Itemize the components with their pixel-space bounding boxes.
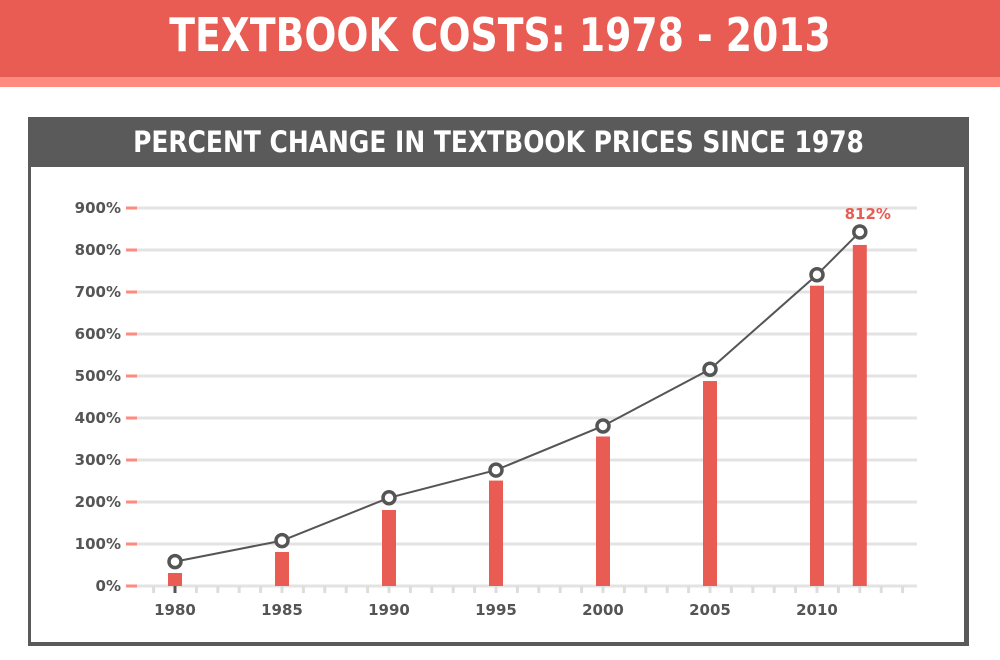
line-point-2012	[852, 224, 868, 240]
x-tick-label: 2005	[689, 601, 731, 619]
y-tick-label: 400%	[75, 409, 121, 427]
value-annotation: 812%	[845, 205, 891, 223]
trend-line	[174, 231, 861, 563]
line-point-2000	[595, 418, 611, 434]
line-point-1980	[167, 553, 183, 570]
bar-2000	[596, 436, 610, 586]
chart-title: PERCENT CHANGE IN TEXTBOOK PRICES SINCE …	[133, 125, 864, 159]
page-title: TEXTBOOK COSTS: 1978 - 2013	[169, 8, 831, 62]
y-tick-label: 100%	[75, 535, 121, 553]
line-point-2010	[809, 267, 825, 283]
title-banner: TEXTBOOK COSTS: 1978 - 2013	[0, 0, 1000, 77]
x-tick-label: 2000	[582, 601, 624, 619]
y-tick-label: 200%	[75, 493, 121, 511]
y-tick-label: 0%	[96, 577, 121, 595]
y-tick-label: 600%	[75, 325, 121, 343]
line-point-1985	[274, 532, 290, 549]
bar-2012	[852, 244, 867, 586]
line-point-2005	[702, 361, 718, 378]
line-point-1995	[488, 462, 504, 478]
bar-1990	[382, 509, 396, 586]
bar-1995	[489, 480, 503, 586]
y-tick-label: 500%	[75, 367, 121, 385]
bar-1980	[168, 572, 182, 586]
x-tick-label: 1995	[475, 601, 517, 619]
bar-1985	[275, 551, 289, 586]
y-tick-label: 900%	[75, 199, 121, 217]
bar-2010	[810, 285, 824, 586]
banner-stripe	[0, 77, 1000, 87]
y-tick-label: 700%	[75, 283, 121, 301]
y-tick-label: 300%	[75, 451, 121, 469]
x-tick-label: 1990	[368, 601, 410, 619]
x-tick-label: 1985	[261, 601, 303, 619]
bar-2005	[703, 381, 717, 586]
x-tick-label: 1980	[154, 601, 196, 619]
x-tick-label: 2010	[796, 601, 838, 619]
y-tick-label: 800%	[75, 241, 121, 259]
line-point-1990	[381, 490, 397, 506]
